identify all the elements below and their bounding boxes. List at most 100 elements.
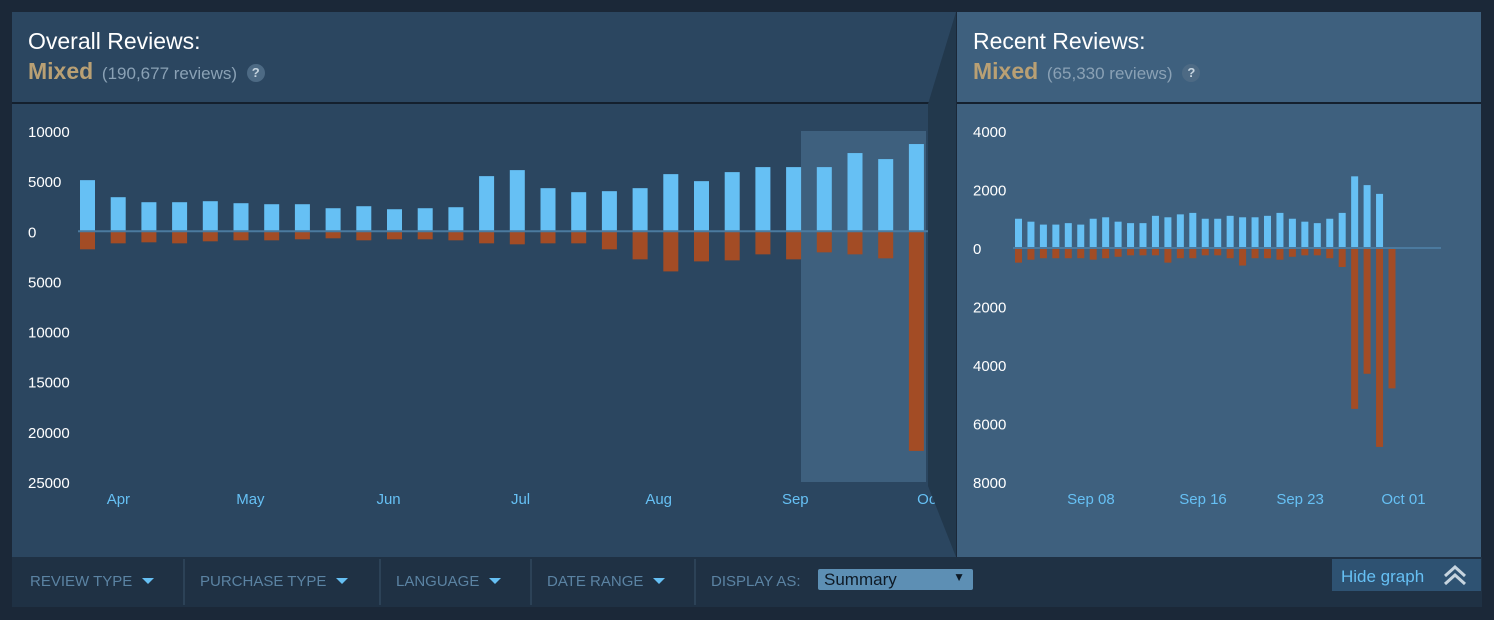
negative-bar bbox=[1114, 248, 1122, 257]
positive-bar bbox=[1039, 224, 1047, 248]
filter-divider bbox=[694, 559, 696, 605]
negative-bar bbox=[786, 231, 802, 260]
positive-bar bbox=[1326, 218, 1334, 248]
negative-bar bbox=[1226, 248, 1234, 259]
positive-bar bbox=[1201, 218, 1209, 248]
x-tick-label: Sep bbox=[782, 491, 809, 508]
positive-bar bbox=[663, 174, 679, 232]
negative-bar bbox=[1239, 248, 1247, 266]
negative-bar bbox=[571, 231, 587, 244]
negative-bar bbox=[1214, 248, 1222, 256]
hide-graph-button[interactable]: Hide graph bbox=[1332, 559, 1481, 591]
positive-bar bbox=[632, 188, 648, 232]
caret-down-icon bbox=[336, 578, 349, 584]
positive-bar bbox=[1301, 221, 1309, 248]
y-tick-label: 5000 bbox=[28, 274, 61, 291]
positive-bar bbox=[755, 167, 771, 232]
positive-bar bbox=[908, 144, 924, 232]
hide-graph-label: Hide graph bbox=[1341, 567, 1425, 586]
negative-bar bbox=[233, 231, 249, 241]
recent-reviews-summary-line: Mixed (65,330 reviews) ? bbox=[973, 58, 1201, 85]
overall-help-icon[interactable]: ? bbox=[246, 64, 265, 82]
negative-bar bbox=[1127, 248, 1135, 256]
caret-down-icon bbox=[489, 578, 502, 584]
positive-bar bbox=[110, 197, 126, 232]
negative-bar bbox=[479, 231, 495, 244]
y-tick-label: 10000 bbox=[28, 325, 70, 342]
positive-bar bbox=[264, 204, 280, 232]
negative-bar bbox=[601, 231, 617, 250]
positive-bar bbox=[1127, 223, 1135, 248]
negative-bar bbox=[1264, 248, 1271, 259]
y-tick-label: 2000 bbox=[973, 183, 1006, 200]
review-filter-bar: REVIEW TYPE PURCHASE TYPE LANGUAGE DATE … bbox=[12, 557, 1482, 607]
positive-bar bbox=[1015, 218, 1022, 248]
negative-bar bbox=[908, 231, 924, 451]
negative-bar bbox=[632, 231, 648, 260]
negative-bar bbox=[1201, 248, 1209, 256]
negative-bar bbox=[1039, 248, 1047, 259]
date-range-label: DATE RANGE bbox=[547, 573, 644, 590]
negative-bar bbox=[356, 231, 372, 241]
y-tick-label: 15000 bbox=[28, 375, 70, 392]
x-tick-label: Sep 16 bbox=[1179, 491, 1227, 508]
positive-bar bbox=[724, 172, 740, 232]
x-tick-label: Jul bbox=[511, 491, 530, 508]
negative-bar bbox=[1027, 248, 1035, 260]
review-type-label: REVIEW TYPE bbox=[30, 573, 133, 590]
negative-bar bbox=[1338, 248, 1346, 268]
positive-bar bbox=[509, 170, 525, 232]
overall-reviews-title: Overall Reviews: bbox=[28, 28, 201, 54]
negative-bar bbox=[202, 231, 218, 242]
overall-reviews-chart: 10000 5000 0 5000 10000 15000 20000 25000 Apr May… bbox=[28, 124, 941, 508]
negative-bar bbox=[1388, 248, 1396, 389]
positive-bar bbox=[1251, 217, 1259, 248]
negative-bar bbox=[1276, 248, 1284, 260]
x-tick-label: May bbox=[236, 491, 265, 508]
negative-bar bbox=[1151, 248, 1159, 256]
negative-bar bbox=[1164, 248, 1172, 263]
negative-bar bbox=[294, 231, 310, 240]
positive-bar bbox=[1338, 212, 1346, 248]
negative-bar bbox=[755, 231, 771, 255]
positive-bar bbox=[540, 188, 556, 232]
language-filter[interactable]: LANGUAGE bbox=[396, 573, 502, 590]
date-range-filter[interactable]: DATE RANGE bbox=[547, 573, 666, 590]
negative-bar bbox=[1326, 248, 1334, 259]
positive-bar bbox=[1189, 212, 1197, 248]
x-tick-label: Oct 01 bbox=[1381, 491, 1425, 508]
negative-bar bbox=[80, 231, 95, 250]
negative-bar bbox=[1189, 248, 1197, 259]
recent-reviews-chart: 4000 2000 0 2000 4000 6000 8000 Sep 08 Sep 16 Sep… bbox=[973, 124, 1441, 508]
positive-bar bbox=[1313, 223, 1321, 248]
positive-bar bbox=[1102, 217, 1110, 248]
positive-bar bbox=[417, 208, 433, 232]
x-tick-label: Aug bbox=[645, 491, 672, 508]
select-arrow-icon: ▼ bbox=[953, 570, 965, 584]
display-as-value: Summary bbox=[824, 570, 897, 589]
negative-bar bbox=[1139, 248, 1147, 256]
y-tick-label: 10000 bbox=[28, 124, 70, 141]
positive-bar bbox=[80, 180, 95, 232]
review-type-filter[interactable]: REVIEW TYPE bbox=[30, 573, 155, 590]
positive-bar bbox=[1239, 217, 1247, 248]
positive-bar bbox=[1139, 223, 1147, 248]
purchase-type-filter[interactable]: PURCHASE TYPE bbox=[200, 573, 349, 590]
language-label: LANGUAGE bbox=[396, 573, 480, 590]
y-tick-label: 2000 bbox=[973, 300, 1006, 317]
negative-bar bbox=[540, 231, 556, 244]
positive-bar bbox=[479, 176, 495, 232]
negative-bar bbox=[694, 231, 709, 262]
negative-bar bbox=[110, 231, 126, 244]
negative-bar bbox=[1288, 248, 1296, 257]
negative-bar bbox=[141, 231, 157, 243]
overall-summary-label: Mixed bbox=[28, 58, 94, 84]
recent-help-icon[interactable]: ? bbox=[1182, 64, 1201, 82]
recent-summary-label: Mixed bbox=[973, 58, 1039, 84]
x-tick-label: Sep 23 bbox=[1276, 491, 1324, 508]
overall-reviews-summary-line: Mixed (190,677 reviews) ? bbox=[28, 58, 265, 85]
negative-bar bbox=[663, 231, 679, 272]
purchase-type-label: PURCHASE TYPE bbox=[200, 573, 327, 590]
positive-bar bbox=[1264, 215, 1271, 248]
display-as-select[interactable]: Summary ▼ bbox=[818, 569, 973, 590]
